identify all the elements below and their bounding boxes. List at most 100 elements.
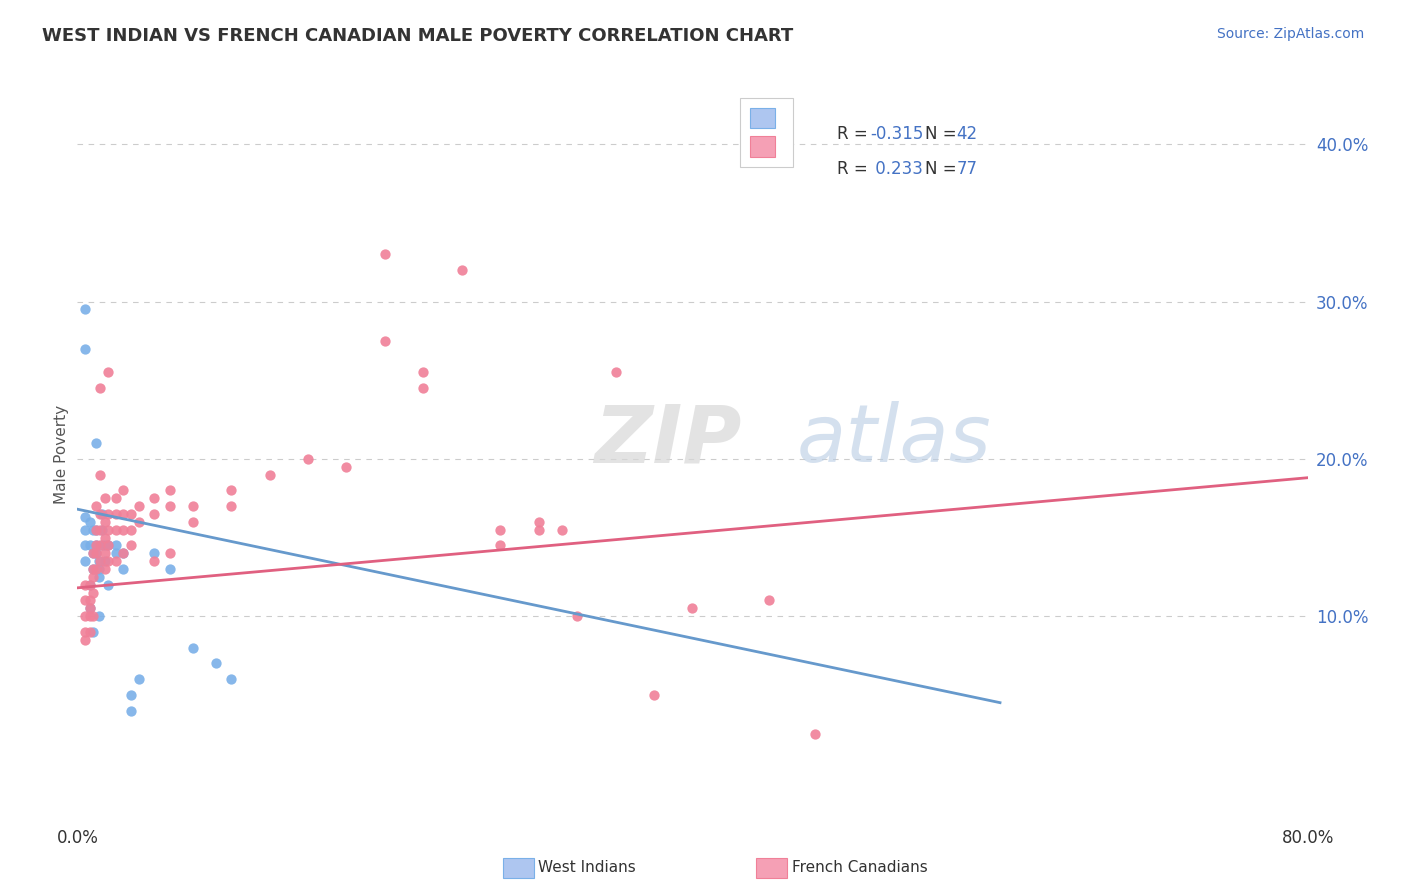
Point [143, 507, 166, 521]
Point [73, 538, 96, 552]
Point [112, 546, 135, 560]
Point [94, 515, 117, 529]
Point [527, 515, 550, 529]
Point [551, 523, 574, 537]
Point [82, 570, 104, 584]
Point [94, 538, 117, 552]
Point [79, 515, 101, 529]
Text: -0.315: -0.315 [870, 126, 924, 144]
Point [84, 538, 107, 552]
Point [87, 554, 110, 568]
Point [297, 451, 319, 466]
Point [84, 499, 107, 513]
Point [128, 515, 150, 529]
Text: 77: 77 [956, 160, 977, 178]
Point [79, 601, 101, 615]
Point [758, 593, 780, 607]
Point [143, 546, 166, 560]
Point [82, 546, 104, 560]
Point [79, 593, 101, 607]
Point [97, 577, 120, 591]
Point [87, 562, 110, 576]
Text: ZIP: ZIP [595, 401, 741, 479]
Point [143, 491, 166, 505]
Text: N =: N = [925, 126, 962, 144]
Text: French Canadians: French Canadians [792, 860, 928, 874]
Point [112, 546, 135, 560]
Point [682, 601, 704, 615]
Text: R =: R = [837, 160, 873, 178]
Point [73, 632, 96, 647]
Point [73, 302, 96, 317]
Point [97, 507, 120, 521]
Point [97, 365, 120, 379]
Point [89, 381, 111, 395]
Point [159, 483, 181, 498]
Legend: , : , [740, 97, 793, 167]
Text: 0.233: 0.233 [870, 160, 924, 178]
Point [159, 499, 181, 513]
Point [84, 436, 107, 450]
Point [120, 688, 142, 702]
Point [87, 570, 110, 584]
Point [82, 609, 104, 624]
Point [104, 507, 127, 521]
Point [104, 546, 127, 560]
Point [120, 523, 142, 537]
Point [84, 538, 107, 552]
Point [104, 554, 127, 568]
Point [82, 546, 104, 560]
Point [84, 562, 107, 576]
Text: N =: N = [925, 160, 962, 178]
Point [94, 554, 117, 568]
Point [527, 523, 550, 537]
Point [128, 499, 150, 513]
Point [565, 609, 588, 624]
Point [120, 538, 142, 552]
Point [97, 538, 120, 552]
Point [87, 609, 110, 624]
Point [73, 342, 96, 356]
Point [181, 515, 204, 529]
Point [259, 467, 281, 482]
Point [73, 624, 96, 639]
Point [112, 523, 135, 537]
Point [82, 523, 104, 537]
Point [94, 546, 117, 560]
Point [374, 334, 396, 348]
Point [335, 459, 357, 474]
Point [94, 562, 117, 576]
Point [94, 531, 117, 545]
Point [73, 577, 96, 591]
Point [94, 491, 117, 505]
Point [97, 554, 120, 568]
Point [605, 365, 627, 379]
Point [97, 523, 120, 537]
Point [643, 688, 665, 702]
Point [489, 523, 512, 537]
Text: Source: ZipAtlas.com: Source: ZipAtlas.com [1216, 27, 1364, 41]
Text: atlas: atlas [797, 401, 991, 479]
Point [97, 538, 120, 552]
Point [104, 491, 127, 505]
Point [159, 562, 181, 576]
Point [159, 546, 181, 560]
Text: WEST INDIAN VS FRENCH CANADIAN MALE POVERTY CORRELATION CHART: WEST INDIAN VS FRENCH CANADIAN MALE POVE… [42, 27, 793, 45]
Point [450, 263, 472, 277]
Point [90, 538, 114, 552]
Point [104, 523, 127, 537]
Point [73, 593, 96, 607]
Point [79, 601, 101, 615]
Text: R =: R = [837, 126, 873, 144]
Point [82, 562, 104, 576]
Point [804, 727, 827, 741]
Point [73, 554, 96, 568]
Point [89, 554, 111, 568]
Point [112, 483, 135, 498]
Point [84, 546, 107, 560]
Point [128, 672, 150, 686]
Point [82, 585, 104, 599]
Text: West Indians: West Indians [538, 860, 637, 874]
Point [412, 365, 434, 379]
Point [89, 467, 111, 482]
